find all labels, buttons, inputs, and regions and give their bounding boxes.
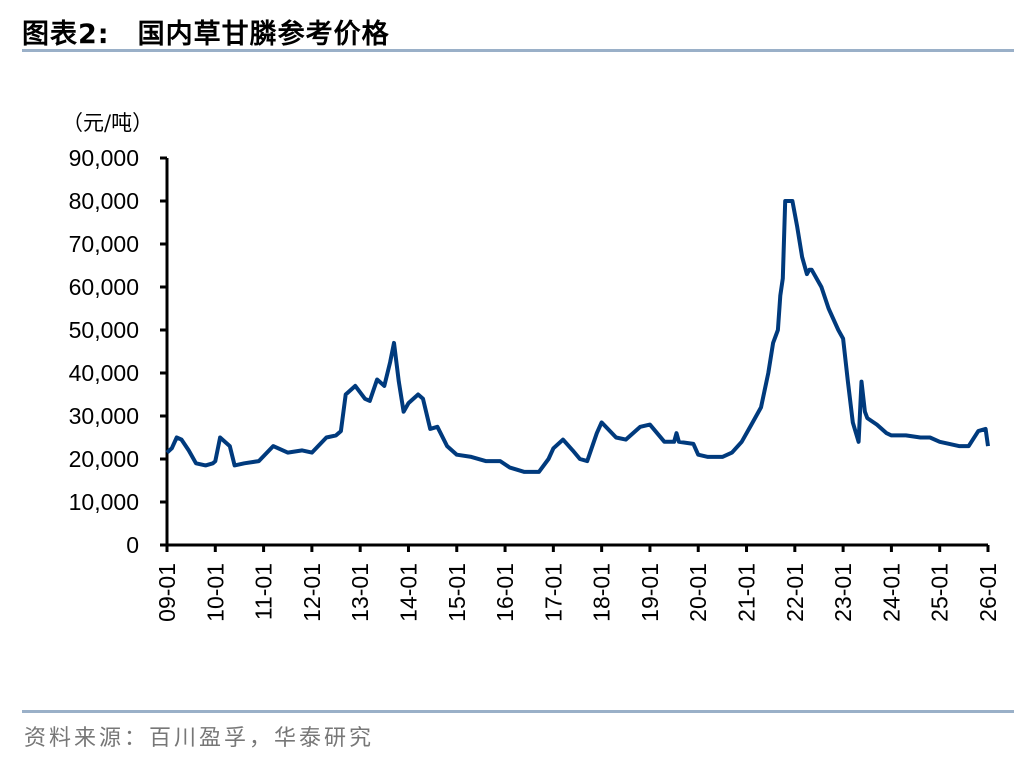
y-tick-label: 80,000 [69, 188, 139, 214]
price-line-series [165, 199, 990, 474]
y-tick-label: 70,000 [69, 231, 139, 257]
y-axis-unit-label: （元/吨） [62, 111, 154, 135]
x-tick-label: 10-01 [202, 563, 228, 622]
title-divider [22, 49, 1014, 52]
line-chart: 0 10,000 20,000 30,000 40,000 50,000 60,000 70,… [69, 145, 1001, 622]
x-tick-label: 18-01 [589, 563, 615, 622]
x-tick-label: 24-01 [878, 563, 904, 622]
footer-divider [22, 710, 1014, 713]
x-tick-label: 23-01 [830, 563, 856, 622]
y-tick-label: 10,000 [69, 489, 139, 515]
x-tick-label: 22-01 [782, 563, 808, 622]
y-tick-label: 40,000 [69, 360, 139, 386]
figure-title: 图表2: 国内草甘膦参考价格 [22, 12, 390, 51]
x-tick-label: 13-01 [347, 563, 373, 622]
source-note: 资料来源：百川盈孚，华泰研究 [24, 726, 375, 751]
y-axis: 0 10,000 20,000 30,000 40,000 50,000 60,000 70,… [69, 145, 169, 558]
x-tick-label: 20-01 [685, 563, 711, 622]
x-tick-label: 15-01 [444, 563, 470, 622]
y-tick-label: 0 [126, 532, 139, 558]
x-tick-label: 19-01 [637, 563, 663, 622]
x-tick-label: 09-01 [154, 563, 180, 622]
x-tick-label: 26-01 [975, 563, 1001, 622]
x-tick-label: 11-01 [251, 563, 277, 620]
x-tick-label: 17-01 [540, 563, 566, 622]
x-tick-label: 16-01 [492, 563, 518, 622]
figure-title-text: 国内草甘膦参考价格 [137, 19, 390, 50]
y-tick-label: 90,000 [69, 145, 139, 171]
x-axis: 09-01 10-01 11-01 12-01 13-01 14-01 15-01 16-01… [154, 543, 1001, 622]
x-tick-label: 12-01 [299, 563, 325, 622]
y-tick-label: 60,000 [69, 274, 139, 300]
x-tick-label: 14-01 [395, 563, 421, 622]
x-tick-label: 21-01 [734, 563, 760, 622]
x-tick-label: 25-01 [927, 563, 953, 622]
figure-number: 图表2: [22, 19, 110, 50]
y-tick-label: 50,000 [69, 317, 139, 343]
y-tick-label: 20,000 [69, 446, 139, 472]
y-tick-label: 30,000 [69, 403, 139, 429]
